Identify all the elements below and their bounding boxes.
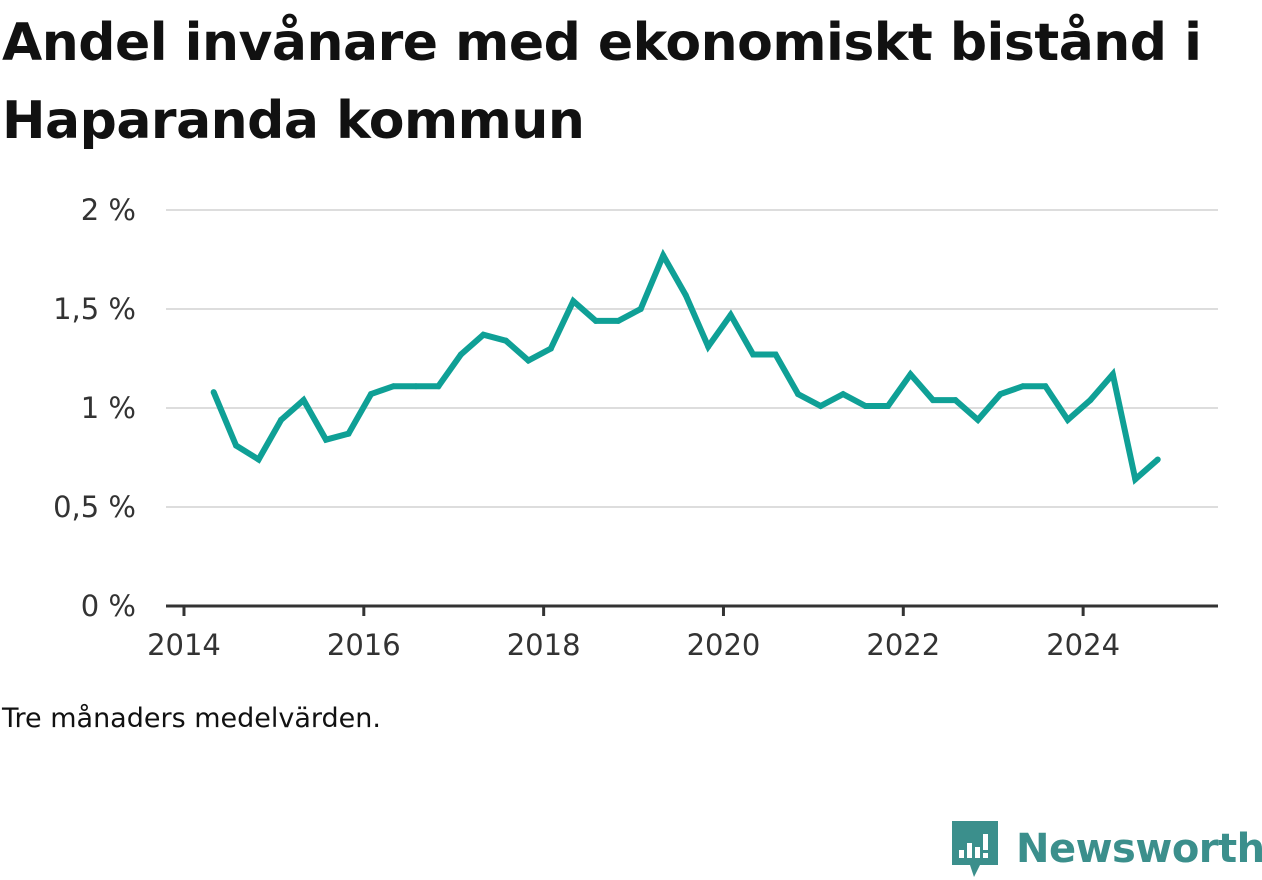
chart-title: Andel invånare med ekonomiskt bistånd i …	[2, 13, 1202, 151]
data-point	[817, 403, 824, 410]
data-point	[840, 391, 847, 398]
data-point	[997, 391, 1004, 398]
data-point	[412, 383, 419, 390]
y-axis-ticks: 0 % 0,5 % 1 % 1,5 % 2 %	[53, 193, 136, 623]
series-layer	[210, 248, 1161, 485]
y-tick-label: 2 %	[81, 193, 136, 227]
data-point	[1087, 397, 1094, 404]
data-point	[547, 345, 554, 352]
data-point	[907, 371, 914, 378]
data-point	[390, 383, 397, 390]
data-point	[705, 343, 712, 350]
data-point	[368, 391, 375, 398]
grid-lines	[166, 209, 1218, 508]
x-tick-label: 2024	[1046, 628, 1120, 662]
data-point	[727, 311, 734, 318]
data-point	[278, 416, 285, 423]
y-tick-label: 1,5 %	[53, 292, 136, 326]
data-point	[570, 298, 577, 305]
data-point	[637, 306, 644, 312]
x-axis: 2014 2016 2018 2020 2022 2024	[147, 604, 1218, 662]
data-point	[682, 292, 689, 299]
y-tick-label: 1 %	[81, 391, 136, 425]
data-point	[862, 403, 869, 410]
chart-caption: Tre månaders medelvärden.	[2, 703, 381, 734]
data-point	[929, 397, 936, 404]
data-point	[210, 389, 217, 396]
series-line	[210, 248, 1160, 485]
data-point	[1064, 416, 1071, 423]
y-tick-label: 0 %	[81, 589, 136, 623]
data-point	[750, 351, 757, 358]
x-tick-label: 2022	[866, 628, 940, 662]
data-point	[772, 351, 779, 358]
data-point	[345, 430, 352, 437]
data-point	[952, 397, 959, 404]
x-tick-label: 2014	[147, 628, 221, 662]
x-tick-label: 2020	[687, 628, 761, 662]
data-point	[660, 252, 667, 259]
brand-name: Newsworthy	[1016, 826, 1262, 872]
y-tick-label: 0,5 %	[53, 490, 136, 524]
data-point	[795, 391, 802, 398]
data-point	[457, 351, 464, 358]
brand-logo: Newsworthy	[950, 818, 1262, 880]
data-point	[255, 456, 262, 463]
data-point	[502, 337, 509, 344]
data-point	[974, 416, 981, 423]
data-point	[1042, 383, 1049, 390]
data-point	[435, 383, 442, 390]
data-point	[525, 357, 532, 364]
data-point	[885, 403, 892, 410]
data-point	[323, 436, 330, 443]
x-tick-label: 2018	[507, 628, 581, 662]
data-point	[592, 317, 599, 324]
newsworthy-logo-icon	[952, 821, 998, 877]
data-point	[233, 442, 240, 449]
data-point	[300, 397, 307, 404]
data-point	[480, 331, 487, 338]
data-point	[1019, 383, 1026, 390]
data-point	[1109, 371, 1116, 378]
data-point	[615, 317, 622, 324]
x-tick-label: 2016	[327, 628, 401, 662]
data-point	[1132, 476, 1139, 483]
data-point	[1154, 456, 1161, 463]
